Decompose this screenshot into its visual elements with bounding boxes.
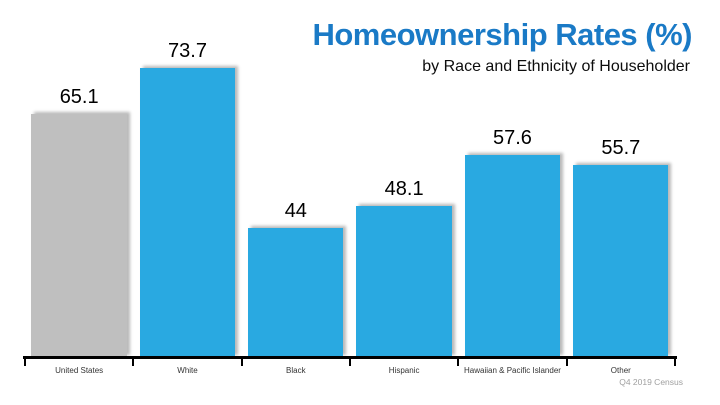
source-note: Q4 2019 Census — [619, 377, 683, 387]
bar-hispanic — [356, 206, 452, 357]
bar-value-other: 55.7 — [601, 137, 641, 159]
x-axis-tick — [132, 356, 135, 366]
bar-slot-united-states: 65.1 — [25, 34, 133, 357]
category-label-black: Black — [286, 366, 306, 375]
bar-slot-white: 73.7 — [133, 34, 241, 357]
bar-value-united-states: 65.1 — [59, 86, 99, 108]
category-label-united-states: United States — [55, 366, 104, 375]
x-axis-tick — [565, 356, 568, 366]
bar-slot-hispanic: 48.1 — [350, 34, 458, 357]
category-label-hawaiian-pacific-islander: Hawaiian & Pacific Islander — [464, 366, 561, 375]
bar-slot-hawaiian-pacific-islander: 57.6 — [458, 34, 566, 357]
category-label-white: White — [177, 366, 198, 375]
bar-white — [139, 68, 236, 357]
bar-value-white: 73.7 — [168, 40, 207, 62]
x-axis-tick — [457, 356, 460, 366]
bar-slot-black: 44 — [242, 34, 350, 357]
x-axis-tick — [24, 356, 26, 366]
bar-other — [573, 165, 669, 357]
bar-slot-other: 55.7 — [567, 34, 675, 357]
bar-united-states — [31, 114, 127, 357]
x-axis-tick — [349, 356, 351, 366]
bar-value-black: 44 — [284, 200, 307, 222]
bar-value-hispanic: 48.1 — [384, 178, 424, 200]
chart-title: Homeownership Rates (%) — [312, 17, 692, 52]
chart-subtitle: by Race and Ethnicity of Householder — [422, 58, 690, 75]
x-axis-tick — [674, 356, 676, 366]
category-label-hispanic: Hispanic — [388, 366, 420, 375]
bar-value-hawaiian-pacific-islander: 57.6 — [493, 127, 532, 149]
plot-area: 65.1 73.7 44 48.1 57.6 55.7 — [25, 34, 675, 357]
category-label-other: Other — [610, 366, 631, 375]
category-axis-labels: United States White Black Hispanic Hawaiian … — [25, 366, 675, 375]
bar-black — [248, 228, 344, 357]
bar-hawaiian-pacific-islander — [464, 155, 561, 357]
x-axis-tick — [240, 356, 243, 366]
